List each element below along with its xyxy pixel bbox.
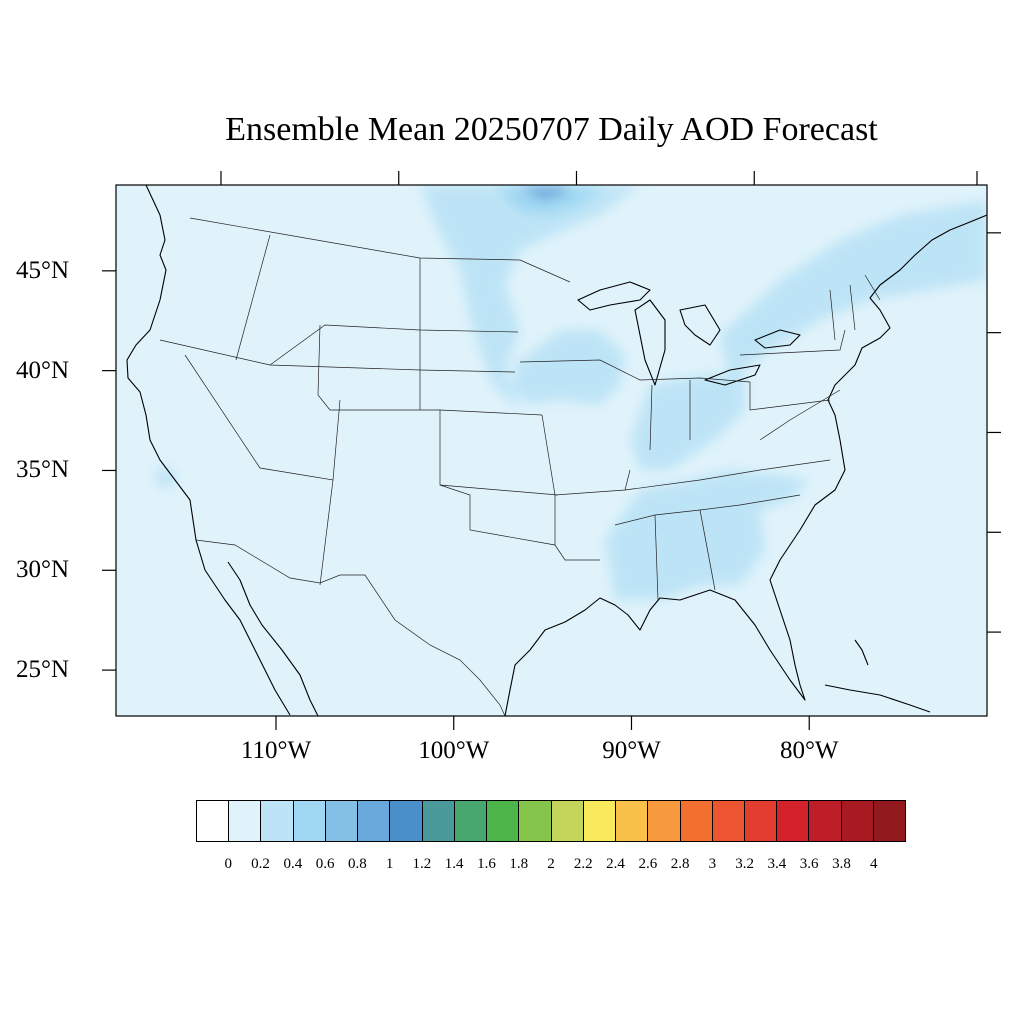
colorbar-swatch (325, 801, 359, 841)
colorbar-tick-label: 3.2 (735, 856, 754, 872)
colorbar-tick-label: 3.4 (767, 856, 787, 872)
colorbar-tick-label: 1 (385, 856, 394, 872)
colorbar-swatch (197, 801, 230, 841)
aod-canada-smoke-plume (420, 185, 640, 415)
colorbar-tick-label: 0 (224, 856, 233, 872)
colorbar-swatch (358, 801, 391, 841)
lat-tick-label: 40°N (16, 356, 70, 384)
aod-northeast-band (720, 200, 987, 380)
colorbar-tick-label: 1.2 (412, 856, 432, 872)
colorbar-swatch (519, 801, 552, 841)
colorbar-swatch (422, 801, 455, 841)
colorbar-tick-label: 2.8 (670, 856, 690, 872)
aod-ohio-valley-band (630, 375, 745, 470)
colorbar-swatch (680, 801, 713, 841)
aod-layer (155, 185, 987, 600)
axis-ticks (102, 171, 1001, 730)
colorbar-swatch (616, 801, 649, 841)
colorbar-tick-label: 0.6 (315, 856, 335, 872)
colorbar-tick-label: 2.4 (606, 856, 625, 872)
colorbar-tick-label: 1.8 (509, 856, 529, 872)
colorbar (196, 800, 906, 842)
aod-southeast-band (605, 470, 810, 600)
colorbar-swatch (487, 801, 520, 841)
colorbar-swatch (841, 801, 874, 841)
colorbar-tick-label: 0.2 (251, 856, 270, 872)
colorbar-swatch (454, 801, 488, 841)
colorbar-swatch (551, 801, 584, 841)
lat-tick-label: 45°N (16, 256, 70, 284)
aod-canada-smoke-core (495, 185, 605, 215)
aod-california-spot (155, 467, 177, 488)
colorbar-swatch (293, 801, 326, 841)
colorbar-tick-label: 0.4 (283, 856, 303, 872)
lon-tick-label: 100°W (418, 737, 490, 764)
aod-midwest-band (512, 330, 625, 405)
plot-area (116, 185, 987, 716)
lon-tick-label: 90°W (602, 737, 661, 764)
colorbar-swatch (744, 801, 778, 841)
colorbar-swatch (809, 801, 842, 841)
aod-canada-smoke-peak (518, 185, 572, 200)
colorbar-tick-label: 2.2 (573, 856, 593, 872)
colorbar-tick-label: 1.4 (444, 856, 464, 872)
coastlines (126, 185, 987, 716)
colorbar-tick-label: 2.6 (638, 856, 658, 872)
colorbar-tick-label: 3.8 (832, 856, 851, 872)
plot-frame (115, 184, 988, 717)
colorbar-swatch (873, 801, 906, 841)
colorbar-tick-label: 4 (869, 856, 878, 872)
colorbar-swatch (261, 801, 294, 841)
colorbar-swatch (648, 801, 681, 841)
colorbar-tick-label: 0.8 (347, 856, 367, 872)
colorbar-tick-label: 3.6 (799, 856, 819, 872)
lon-tick-label: 80°W (779, 737, 839, 764)
lat-tick-label: 35°N (16, 456, 70, 484)
colorbar-tick-label: 1.6 (477, 856, 496, 872)
state-boundaries (159, 217, 881, 716)
colorbar-swatch (583, 801, 617, 841)
colorbar-swatch (777, 801, 810, 841)
colorbar-tick-label: 3 (708, 856, 717, 872)
colorbar-tick-label: 2 (547, 856, 555, 872)
map-title: Ensemble Mean 20250707 Daily AOD Forecas… (225, 111, 878, 148)
lat-tick-label: 30°N (16, 556, 70, 584)
colorbar-swatch (712, 801, 745, 841)
colorbar-swatch (229, 801, 262, 841)
lon-tick-label: 110°W (240, 737, 312, 764)
colorbar-swatch (390, 801, 423, 841)
lat-tick-label: 25°N (16, 656, 70, 684)
